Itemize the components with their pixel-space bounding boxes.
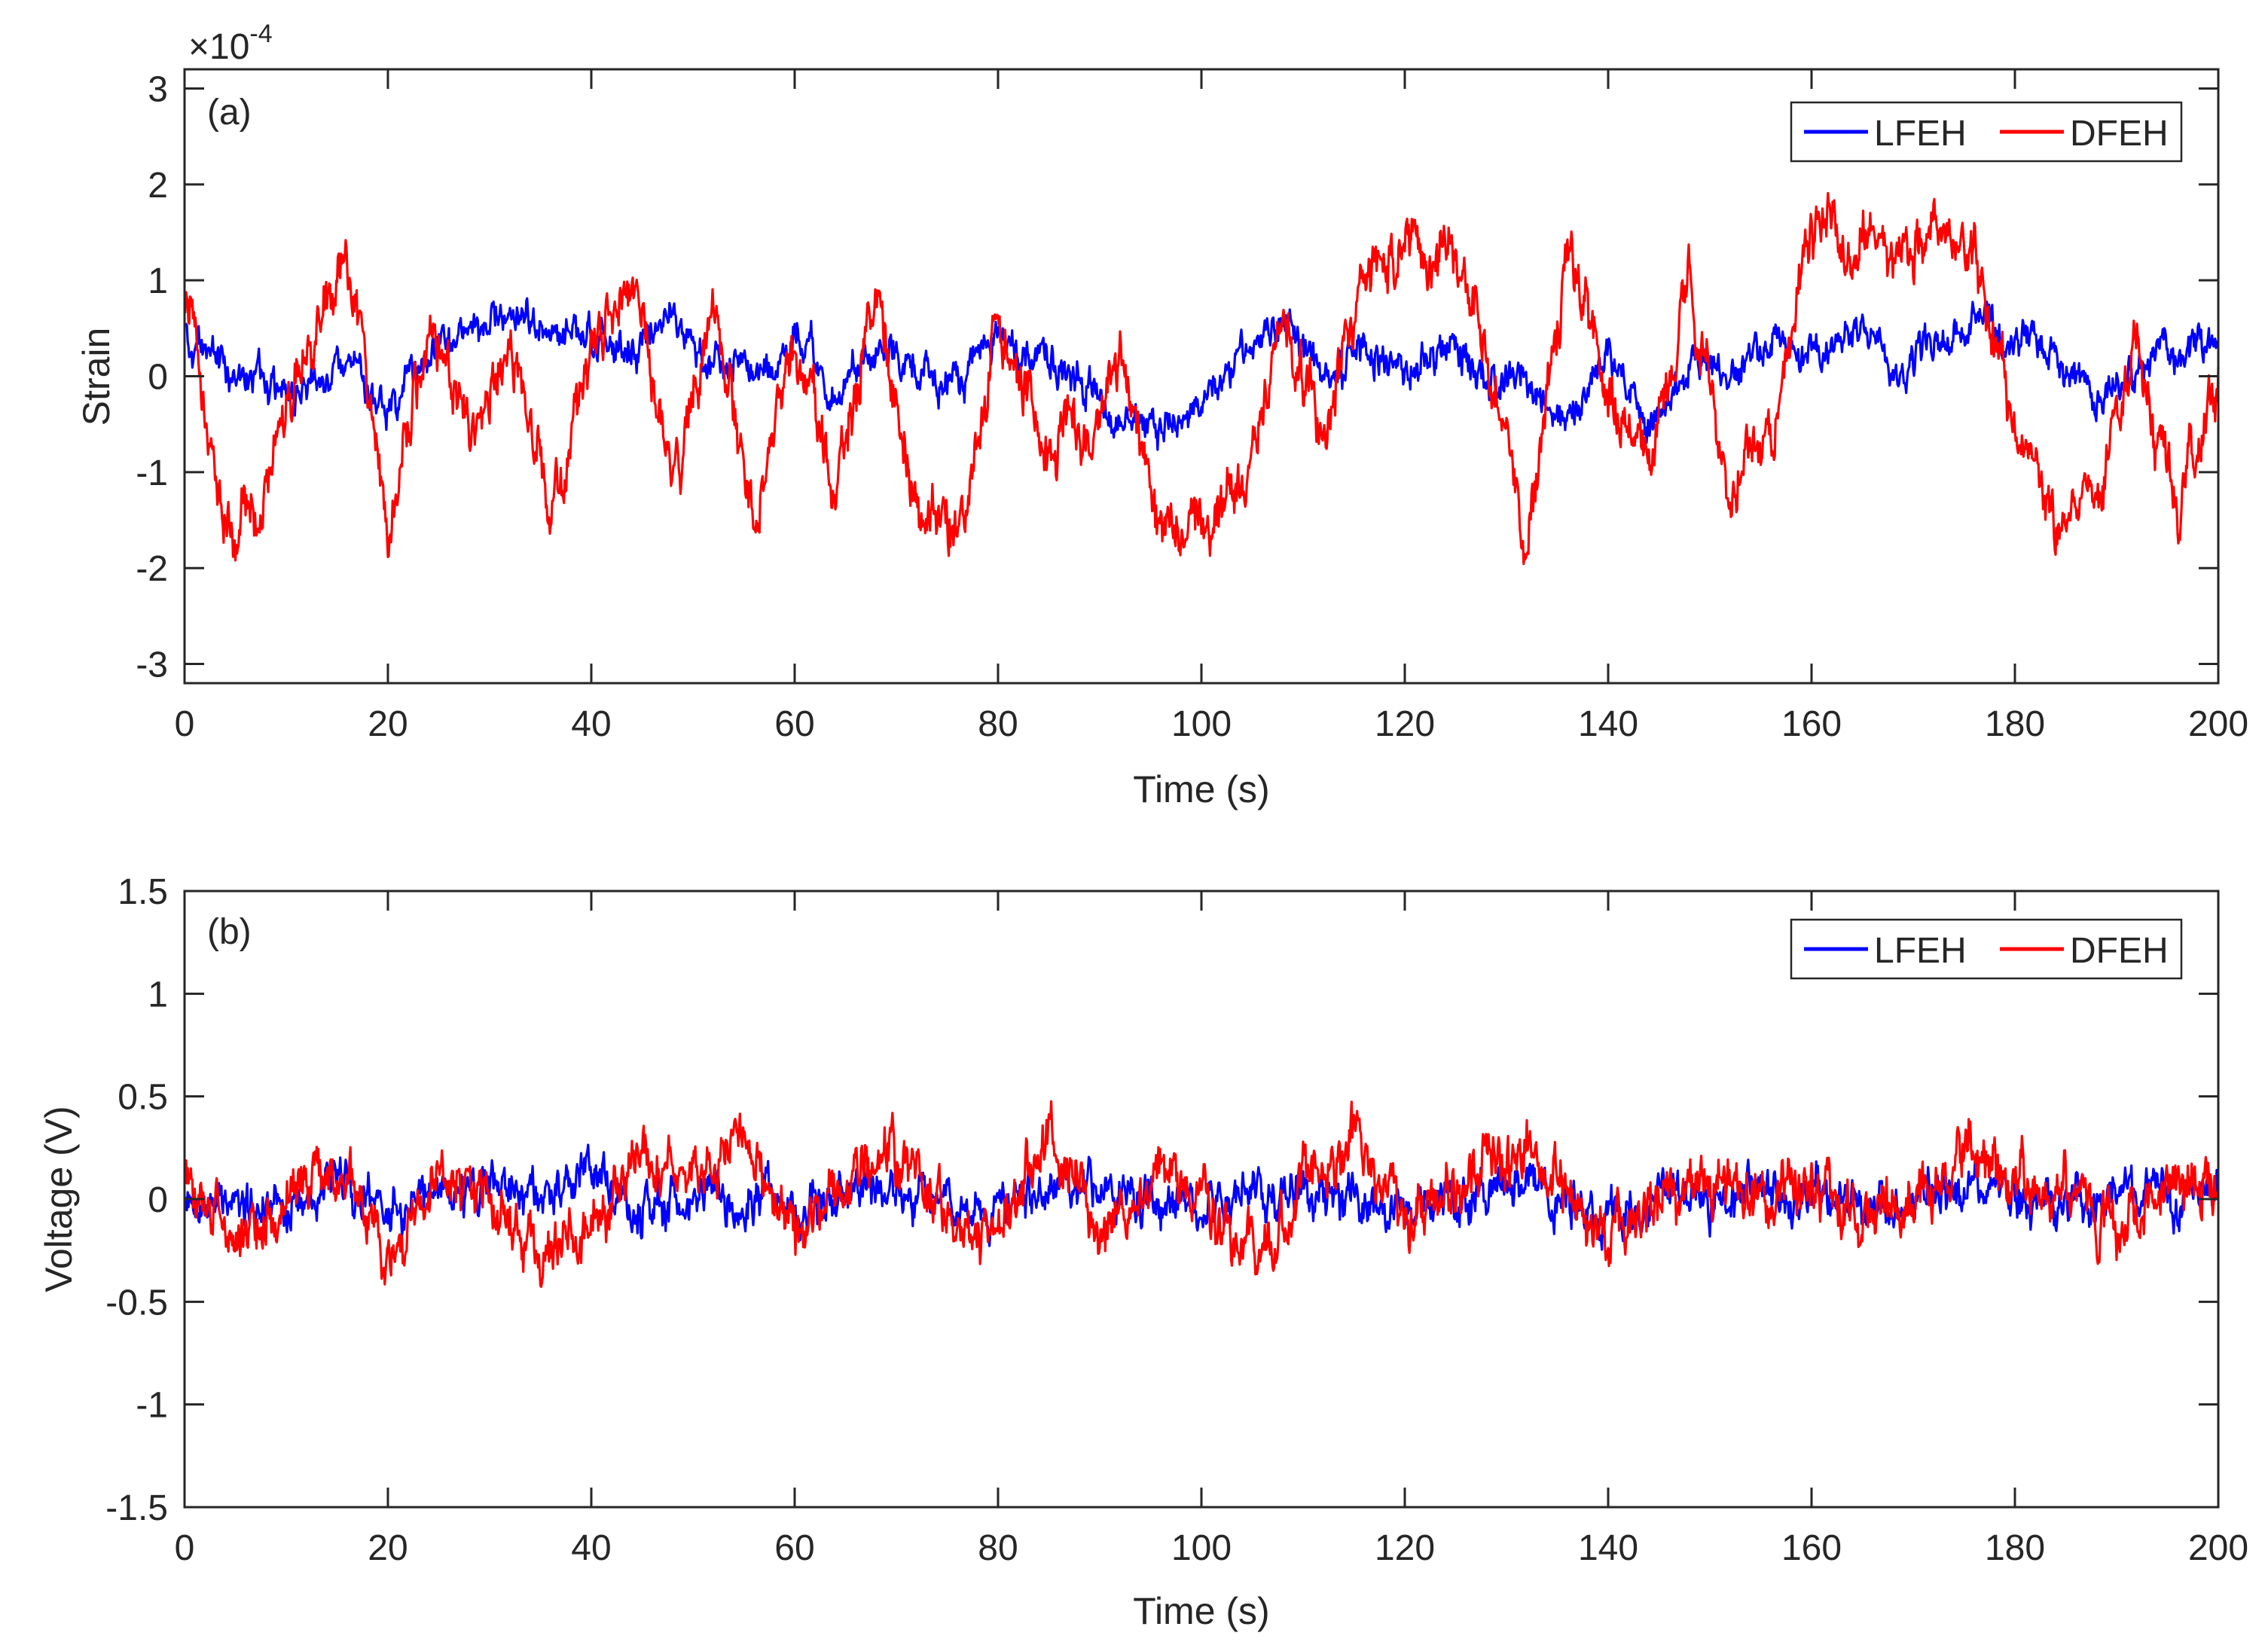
voltage-x-tick-label: 20	[368, 1528, 408, 1568]
strain-y-tick-label: -2	[136, 549, 168, 589]
voltage-x-tick-label: 160	[1781, 1528, 1842, 1568]
strain-legend-lfeh-label: LFEH	[1874, 114, 1967, 154]
voltage-y-tick-label: 1.5	[118, 872, 168, 912]
strain-x-tick-label: 200	[2188, 704, 2248, 744]
voltage-legend-lfeh-label: LFEH	[1874, 931, 1967, 971]
strain-y-axis-label: Strain	[75, 328, 118, 426]
voltage-x-tick-label: 120	[1375, 1528, 1435, 1568]
strain-y-tick-label: 0	[148, 358, 168, 398]
voltage-series-group	[183, 1100, 2220, 1288]
voltage-panel-label: (b)	[207, 912, 252, 952]
voltage-y-tick-label: -1.5	[105, 1488, 168, 1528]
voltage-y-ticks: -1.5 -1 -0.5 0 0.5 1 1.5	[105, 872, 2218, 1528]
strain-legend: LFEH DFEH	[1790, 101, 2183, 163]
strain-x-tick-label: 120	[1375, 704, 1435, 744]
strain-x-tick-label: 160	[1781, 704, 1842, 744]
voltage-x-tick-label: 0	[175, 1528, 195, 1568]
strain-x-tick-label: 140	[1578, 704, 1638, 744]
voltage-legend-dfeh-label: DFEH	[2070, 931, 2169, 971]
voltage-y-axis-label: Voltage (V)	[38, 1106, 80, 1292]
strain-x-axis-label: Time (s)	[1133, 768, 1269, 810]
strain-legend-dfeh-label: DFEH	[2070, 114, 2169, 154]
voltage-x-ticks: 0 20 40 60 80 100 120 140 160 180 200	[175, 891, 2248, 1568]
strain-x-ticks: 0 20 40 60 80 100 120 140 160 180 200	[175, 69, 2248, 744]
strain-x-tick-label: 100	[1171, 704, 1232, 744]
voltage-x-tick-label: 100	[1171, 1528, 1232, 1568]
voltage-legend: LFEH DFEH	[1790, 918, 2183, 980]
voltage-x-tick-label: 200	[2188, 1528, 2248, 1568]
strain-chart: 0 20 40 60 80 100 120 140 160 180 200 -3 -2 -1 0 1 2 3 (…	[75, 20, 2248, 810]
strain-panel-label: (a)	[207, 93, 252, 133]
strain-series-group	[183, 191, 2220, 566]
strain-x-tick-label: 180	[1985, 704, 2045, 744]
strain-y-tick-label: 2	[148, 166, 168, 206]
strain-x-tick-label: 60	[774, 704, 814, 744]
strain-exponent-label: ×10-4	[188, 20, 273, 67]
strain-x-tick-label: 40	[571, 704, 611, 744]
voltage-x-tick-label: 180	[1985, 1528, 2045, 1568]
strain-x-tick-label: 0	[175, 704, 195, 744]
voltage-x-tick-label: 40	[571, 1528, 611, 1568]
strain-y-ticks: -3 -2 -1 0 1 2 3	[136, 69, 2218, 685]
strain-x-tick-label: 80	[978, 704, 1018, 744]
strain-x-tick-label: 20	[368, 704, 408, 744]
voltage-chart: 0 20 40 60 80 100 120 140 160 180 200 -1.5-1-0.500…	[38, 872, 2248, 1632]
strain-series-dfeh	[183, 191, 2220, 566]
strain-series-lfeh	[184, 297, 2220, 451]
voltage-x-tick-label: 80	[978, 1528, 1018, 1568]
voltage-series-lfeh	[183, 1143, 2220, 1251]
strain-y-tick-label: 1	[148, 261, 168, 301]
voltage-y-tick-label: -1	[136, 1386, 168, 1426]
voltage-series-dfeh	[183, 1100, 2220, 1288]
voltage-x-tick-label: 60	[774, 1528, 814, 1568]
voltage-y-tick-label: 0	[148, 1180, 168, 1220]
strain-y-tick-label: -3	[136, 645, 168, 685]
voltage-y-tick-label: 1	[148, 975, 168, 1015]
voltage-y-tick-label: 0.5	[118, 1078, 168, 1118]
voltage-x-tick-label: 140	[1578, 1528, 1638, 1568]
strain-y-tick-label: 3	[148, 69, 168, 109]
voltage-y-tick-label: -0.5	[105, 1283, 168, 1323]
voltage-x-axis-label: Time (s)	[1133, 1590, 1269, 1632]
strain-exponent-base: ×10	[188, 27, 249, 67]
strain-y-tick-label: -1	[136, 453, 168, 493]
strain-exponent-power: -4	[249, 20, 272, 48]
strain-plot-area	[185, 69, 2218, 683]
